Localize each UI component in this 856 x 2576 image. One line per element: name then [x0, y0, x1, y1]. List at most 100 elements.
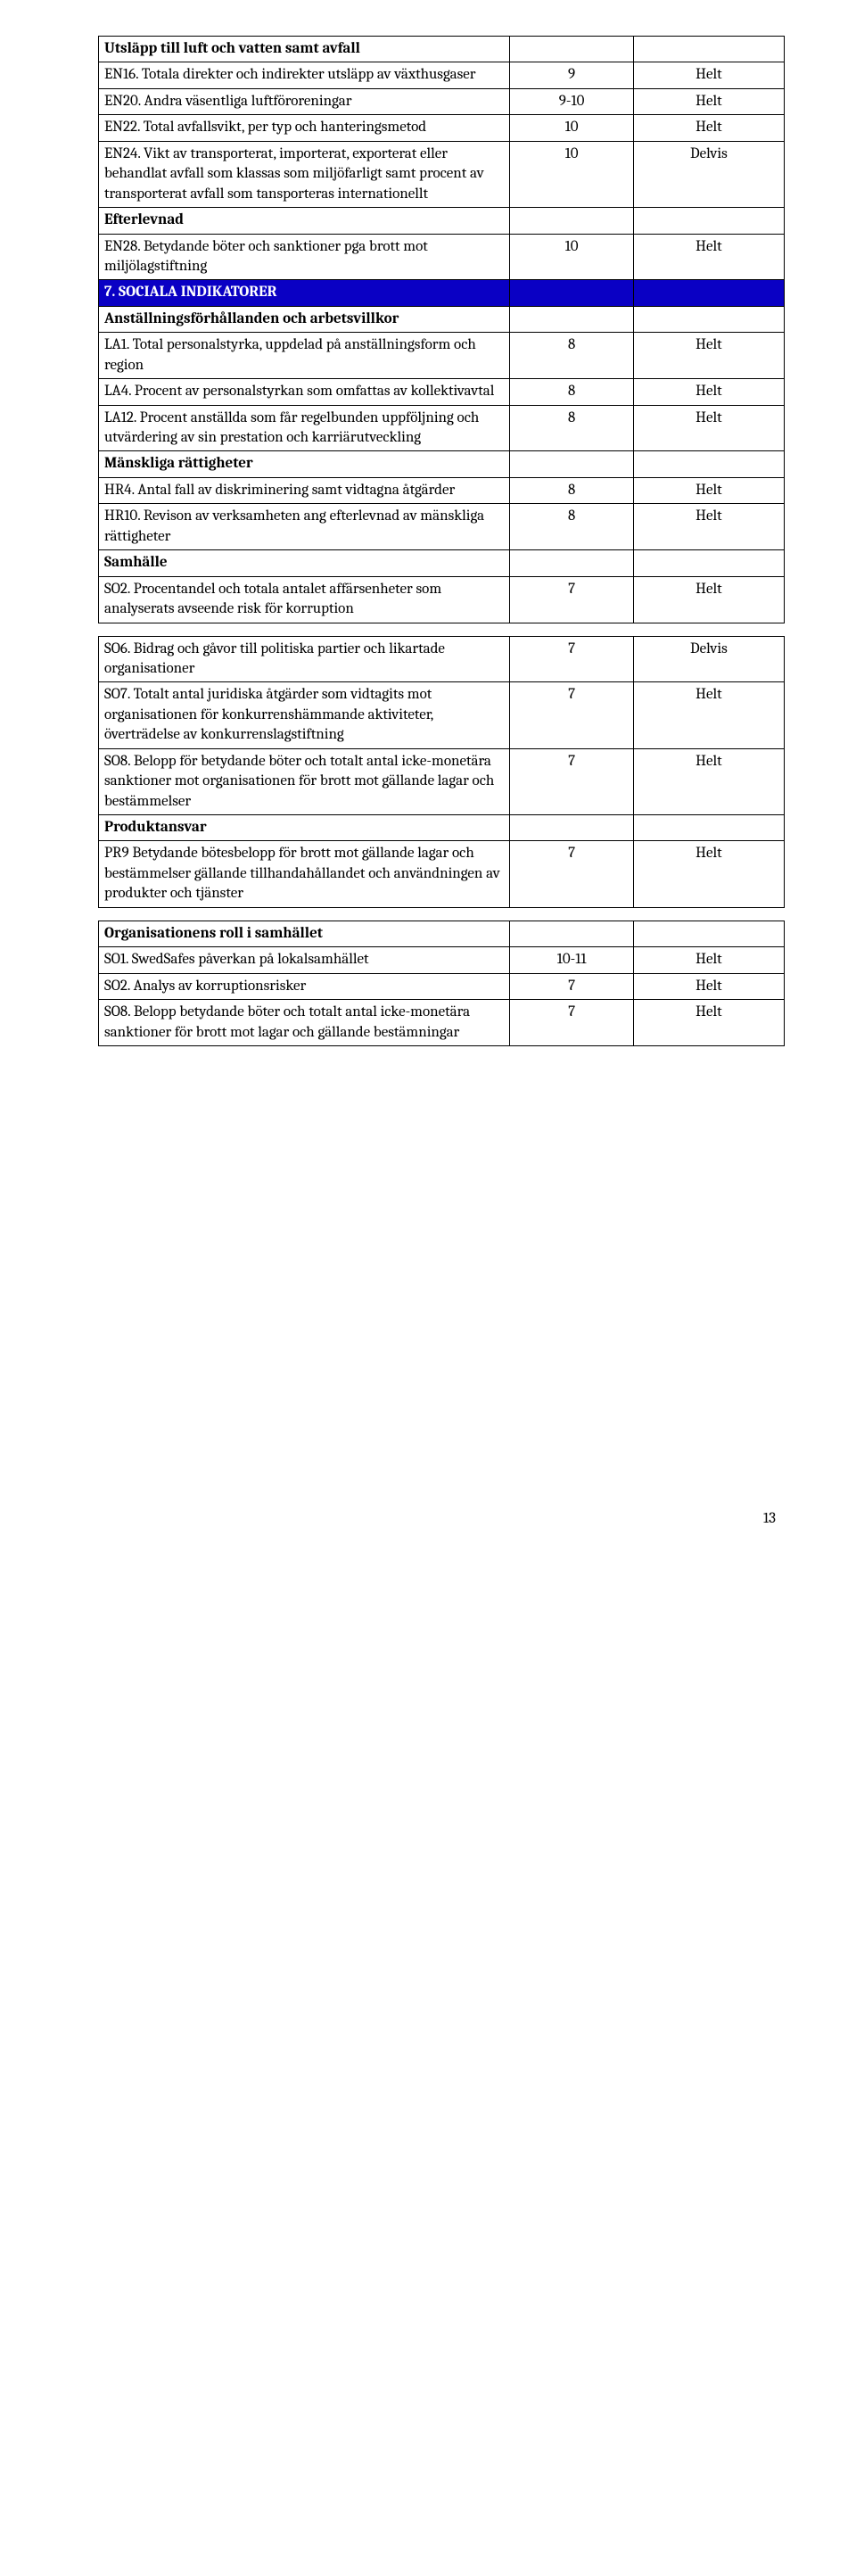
table-cell: 8	[510, 405, 633, 451]
table-row: 7. SOCIALA INDIKATORER	[99, 280, 785, 306]
table-cell: SO8. Belopp betydande böter och totalt a…	[99, 1000, 510, 1046]
table-cell: 7	[510, 748, 633, 814]
table-row: HR4. Antal fall av diskriminering samt v…	[99, 477, 785, 503]
table-cell: SO1. SwedSafes påverkan på lokalsamhälle…	[99, 947, 510, 973]
table-cell: HR10. Revison av verksamheten ang efterl…	[99, 504, 510, 550]
table-cell: EN22. Total avfallsvikt, per typ och han…	[99, 115, 510, 141]
table-cell: LA1. Total personalstyrka, uppdelad på a…	[99, 333, 510, 379]
table-cell	[633, 815, 784, 841]
table-cell: Helt	[633, 234, 784, 280]
table-cell: Mänskliga rättigheter	[99, 451, 510, 477]
table-cell: Helt	[633, 682, 784, 748]
table-cell: Helt	[633, 576, 784, 623]
table-row: SO8. Belopp betydande böter och totalt a…	[99, 1000, 785, 1046]
table-cell: 7	[510, 841, 633, 907]
table-cell: 9-10	[510, 88, 633, 114]
table-cell: SO2. Procentandel och totala antalet aff…	[99, 576, 510, 623]
table-cell	[510, 208, 633, 234]
table-cell: SO6. Bidrag och gåvor till politiska par…	[99, 636, 510, 682]
table-row: SO1. SwedSafes påverkan på lokalsamhälle…	[99, 947, 785, 973]
table-cell: Utsläpp till luft och vatten samt avfall	[99, 37, 510, 62]
table-cell: EN24. Vikt av transporterat, importerat,…	[99, 141, 510, 207]
page-number: 13	[98, 1510, 785, 1527]
table-row: LA12. Procent anställda som får regelbun…	[99, 405, 785, 451]
table-cell: Anställningsförhållanden och arbetsvillk…	[99, 306, 510, 332]
table-row: Efterlevnad	[99, 208, 785, 234]
table-cell: Efterlevnad	[99, 208, 510, 234]
table-row: Produktansvar	[99, 815, 785, 841]
data-table: Organisationens roll i samhälletSO1. Swe…	[98, 921, 785, 1046]
table-cell: Helt	[633, 504, 784, 550]
table-row: Anställningsförhållanden och arbetsvillk…	[99, 306, 785, 332]
table-cell: 8	[510, 379, 633, 405]
table-cell	[510, 550, 633, 576]
table-cell	[510, 921, 633, 946]
table-cell	[510, 280, 633, 306]
table-cell: 10	[510, 141, 633, 207]
table-cell	[510, 306, 633, 332]
table-cell: HR4. Antal fall av diskriminering samt v…	[99, 477, 510, 503]
table-cell: Helt	[633, 62, 784, 88]
table-row: SO7. Totalt antal juridiska åtgärder som…	[99, 682, 785, 748]
table-cell: EN20. Andra väsentliga luftföroreningar	[99, 88, 510, 114]
table-cell: SO8. Belopp för betydande böter och tota…	[99, 748, 510, 814]
table-row: EN28. Betydande böter och sanktioner pga…	[99, 234, 785, 280]
table-cell: EN28. Betydande böter och sanktioner pga…	[99, 234, 510, 280]
table-cell: SO2. Analys av korruptionsrisker	[99, 973, 510, 999]
table-row: SO2. Procentandel och totala antalet aff…	[99, 576, 785, 623]
table-row: HR10. Revison av verksamheten ang efterl…	[99, 504, 785, 550]
table-cell: 7	[510, 973, 633, 999]
table-cell: 8	[510, 477, 633, 503]
table-row: PR9 Betydande bötesbelopp för brott mot …	[99, 841, 785, 907]
table-cell: Helt	[633, 333, 784, 379]
table-row: EN24. Vikt av transporterat, importerat,…	[99, 141, 785, 207]
table-cell: Helt	[633, 379, 784, 405]
table-cell: Helt	[633, 748, 784, 814]
table-cell: Delvis	[633, 636, 784, 682]
data-table: SO6. Bidrag och gåvor till politiska par…	[98, 636, 785, 908]
table-cell: Produktansvar	[99, 815, 510, 841]
table-cell: 10-11	[510, 947, 633, 973]
table-cell: Organisationens roll i samhället	[99, 921, 510, 946]
table-cell: SO7. Totalt antal juridiska åtgärder som…	[99, 682, 510, 748]
table-row: SO8. Belopp för betydande böter och tota…	[99, 748, 785, 814]
table-cell: 9	[510, 62, 633, 88]
table-cell: 7	[510, 1000, 633, 1046]
table-cell	[510, 451, 633, 477]
table-cell	[633, 921, 784, 946]
table-cell	[633, 451, 784, 477]
table-cell: 8	[510, 504, 633, 550]
table-row: Samhälle	[99, 550, 785, 576]
table-cell: 7	[510, 636, 633, 682]
table-cell: Helt	[633, 88, 784, 114]
table-cell	[633, 306, 784, 332]
table-row: Utsläpp till luft och vatten samt avfall	[99, 37, 785, 62]
table-cell: 7	[510, 682, 633, 748]
table-cell	[633, 280, 784, 306]
table-cell: 8	[510, 333, 633, 379]
table-cell	[633, 550, 784, 576]
table-cell: LA4. Procent av personalstyrkan som omfa…	[99, 379, 510, 405]
table-cell: 10	[510, 234, 633, 280]
table-row: EN16. Totala direkter och indirekter uts…	[99, 62, 785, 88]
table-cell: LA12. Procent anställda som får regelbun…	[99, 405, 510, 451]
table-cell: Helt	[633, 115, 784, 141]
table-row: SO6. Bidrag och gåvor till politiska par…	[99, 636, 785, 682]
table-row: EN20. Andra väsentliga luftföroreningar9…	[99, 88, 785, 114]
table-cell	[633, 37, 784, 62]
table-row: Organisationens roll i samhället	[99, 921, 785, 946]
table-cell: 7	[510, 576, 633, 623]
table-cell	[633, 208, 784, 234]
table-cell: 7. SOCIALA INDIKATORER	[99, 280, 510, 306]
table-cell: Helt	[633, 405, 784, 451]
table-cell: Helt	[633, 1000, 784, 1046]
table-cell: Delvis	[633, 141, 784, 207]
table-row: SO2. Analys av korruptionsrisker7Helt	[99, 973, 785, 999]
table-row: Mänskliga rättigheter	[99, 451, 785, 477]
table-cell	[510, 37, 633, 62]
table-row: LA4. Procent av personalstyrkan som omfa…	[99, 379, 785, 405]
table-cell: Helt	[633, 947, 784, 973]
table-cell: EN16. Totala direkter och indirekter uts…	[99, 62, 510, 88]
table-cell: Helt	[633, 973, 784, 999]
table-cell: PR9 Betydande bötesbelopp för brott mot …	[99, 841, 510, 907]
